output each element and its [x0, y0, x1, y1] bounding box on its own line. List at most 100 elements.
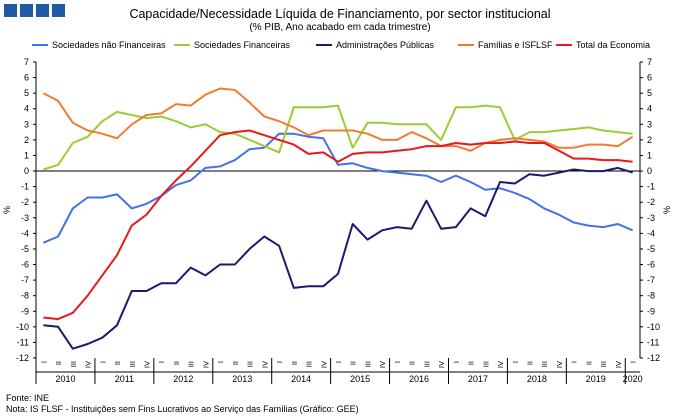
y-tick-label-right: 2 [647, 135, 652, 145]
x-year-label: 2015 [350, 374, 370, 384]
y-tick-label-left: -3 [21, 213, 29, 223]
y-tick-label-right: -3 [647, 213, 655, 223]
y-tick-label-left: -4 [21, 228, 29, 238]
y-tick-label-left: -11 [17, 337, 29, 347]
y-tick-label-right: 3 [647, 119, 652, 129]
y-tick-label-left: -2 [21, 197, 29, 207]
x-quarter-label: III [246, 361, 255, 367]
source-note: Fonte: INE [6, 393, 50, 403]
x-quarter-label: IV [496, 361, 505, 368]
axes: 7 7 6 6 5 5 4 4 3 3 2 2 1 1 0 0 -1 -1 -2 -2 -3 -3 -4 -4 -5 -5 -6 -6… [2, 57, 672, 384]
y-tick-label-right: -1 [647, 182, 655, 192]
x-quarter-label: IV [555, 361, 564, 368]
footnote: Nota: IS FLSF - Instituições sem Fins Lu… [6, 404, 359, 414]
x-quarter-label: IV [260, 361, 269, 368]
y-tick-label-left: -1 [21, 182, 29, 192]
y-tick-label-left: 1 [24, 150, 29, 160]
y-tick-label-right: -11 [647, 337, 659, 347]
x-year-label: 2020 [623, 374, 643, 384]
x-year-label: 2012 [173, 374, 193, 384]
y-tick-label-right: 5 [647, 88, 652, 98]
x-quarter-label: I [629, 361, 638, 363]
x-quarter-label: III [422, 361, 431, 367]
y-tick-label-right: -5 [647, 244, 655, 254]
y-tick-label-right: -10 [647, 322, 660, 332]
y-tick-label-left: 6 [24, 73, 29, 83]
ine-logo [4, 4, 65, 17]
x-quarter-label: II [172, 361, 181, 365]
y-tick-label-left: -9 [21, 306, 29, 316]
legend-entry: Famílias e ISFLSF [478, 40, 553, 50]
x-quarter-label: II [290, 361, 299, 365]
x-quarter-label: II [467, 361, 476, 365]
series-line-0 [43, 132, 633, 244]
y-tick-label-right: -7 [647, 275, 655, 285]
x-quarter-label: II [231, 361, 240, 365]
x-quarter-label: IV [142, 361, 151, 368]
x-quarter-label: II [526, 361, 535, 365]
x-year-label: 2019 [586, 374, 606, 384]
y-tick-label-left: 0 [24, 166, 29, 176]
y-axis-label-right: % [662, 206, 672, 214]
y-axis-label-left: % [2, 206, 12, 214]
x-year-label: 2011 [115, 374, 134, 384]
x-quarter-label: I [511, 361, 520, 363]
x-quarter-label: III [363, 361, 372, 367]
y-tick-label-left: -6 [21, 260, 29, 270]
x-quarter-label: II [408, 361, 417, 365]
x-quarter-label: II [584, 361, 593, 365]
x-quarter-label: IV [378, 361, 387, 368]
series-lines [42, 87, 634, 350]
y-tick-label-right: 1 [647, 150, 652, 160]
x-quarter-label: I [452, 361, 461, 363]
x-quarter-label: III [305, 361, 314, 367]
y-tick-label-left: -10 [16, 322, 29, 332]
y-tick-label-right: 7 [647, 57, 652, 67]
chart-title: Capacidade/Necessidade Líquida de Financ… [129, 7, 551, 21]
x-quarter-label: IV [319, 361, 328, 368]
legend: Sociedades não Financeiras Sociedades Fin… [32, 40, 650, 50]
y-tick-label-left: 4 [24, 104, 29, 114]
x-quarter-label: I [98, 361, 107, 363]
y-tick-label-left: 3 [24, 119, 29, 129]
legend-entry: Administrações Públicas [336, 40, 435, 50]
y-tick-label-right: -2 [647, 197, 655, 207]
y-tick-label-left: 7 [24, 57, 29, 67]
x-year-label: 2014 [291, 374, 311, 384]
x-quarter-label: II [54, 361, 63, 365]
y-tick-label-left: -12 [16, 353, 29, 363]
y-tick-label-right: -4 [647, 228, 655, 238]
legend-entry: Total da Economia [576, 40, 650, 50]
series-line-3 [42, 87, 634, 152]
series-line-2 [43, 166, 633, 350]
x-year-label: 2018 [527, 374, 547, 384]
x-quarter-label: III [540, 361, 549, 367]
x-year-label: 2017 [468, 374, 488, 384]
y-tick-label-right: -8 [647, 291, 655, 301]
y-tick-label-left: -5 [21, 244, 29, 254]
x-year-label: 2016 [409, 374, 429, 384]
legend-entry: Sociedades não Financeiras [52, 40, 166, 50]
y-tick-label-right: -12 [647, 353, 660, 363]
legend-entry: Sociedades Financeiras [194, 40, 291, 50]
series-line-4 [43, 129, 633, 321]
x-year-label: 2010 [55, 374, 75, 384]
x-quarter-label: I [393, 361, 402, 363]
x-quarter-label: I [157, 361, 166, 363]
x-quarter-label: III [599, 361, 608, 367]
x-quarter-label: I [39, 361, 48, 363]
x-quarter-label: III [481, 361, 490, 367]
x-quarter-label: IV [201, 361, 210, 368]
x-quarter-label: III [128, 361, 137, 367]
y-tick-label-right: 6 [647, 73, 652, 83]
y-tick-label-right: 0 [647, 166, 652, 176]
y-tick-label-left: -8 [21, 291, 29, 301]
x-quarter-label: II [349, 361, 358, 365]
chart-subtitle: (% PIB, Ano acabado em cada trimestre) [249, 22, 431, 33]
x-quarter-label: III [187, 361, 196, 367]
x-quarter-label: I [570, 361, 579, 363]
y-tick-label-left: -7 [21, 275, 29, 285]
x-year-label: 2013 [232, 374, 252, 384]
series-line-1 [43, 104, 633, 171]
